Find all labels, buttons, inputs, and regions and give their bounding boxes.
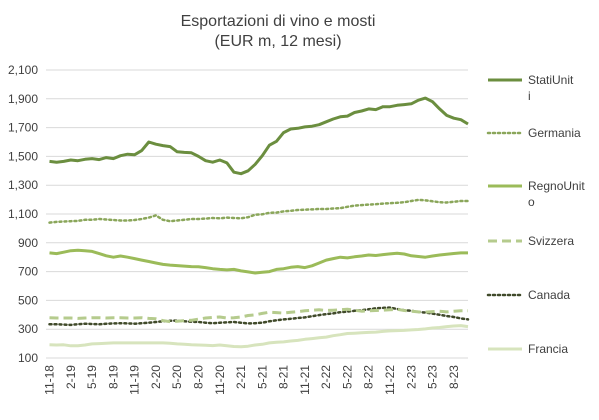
x-tick-label: 8-23 xyxy=(447,365,461,389)
x-tick-label: 5-22 xyxy=(340,365,354,389)
y-tick-label: 1,900 xyxy=(8,92,38,106)
y-tick-label: 300 xyxy=(18,322,38,336)
y-tick-label: 100 xyxy=(18,351,38,365)
y-axis-tick-labels: 100 300 500 700 900 1,100 1,300 1,500 1,700 1,900… xyxy=(8,63,38,365)
x-tick-label: 8-22 xyxy=(362,365,376,389)
y-tick-label: 1,700 xyxy=(8,121,38,135)
y-tick-label: 500 xyxy=(18,293,38,307)
y-tick-label: 1,300 xyxy=(8,178,38,192)
y-tick-label: 900 xyxy=(18,236,38,250)
y-tick-label: 2,100 xyxy=(8,63,38,77)
chart-title-line: (EUR m, 12 mesi) xyxy=(214,33,341,50)
x-tick-label: 2-20 xyxy=(149,365,163,389)
x-tick-label: 11-19 xyxy=(128,365,142,395)
x-tick-label: 8-19 xyxy=(106,365,120,389)
x-tick-label: 11-20 xyxy=(213,365,227,395)
y-tick-label: 1,500 xyxy=(8,149,38,163)
x-tick-label: 5-23 xyxy=(426,365,440,389)
y-tick-label: 700 xyxy=(18,265,38,279)
legend: StatiUnit i Germania RegnoUnit o Svizzera Cana… xyxy=(486,73,585,356)
legend-label: StatiUnit i xyxy=(528,73,574,103)
x-tick-label: 2-21 xyxy=(234,365,248,389)
legend-label: Francia xyxy=(528,342,568,356)
legend-label: Svizzera xyxy=(528,234,574,248)
chart-title-line: Esportazioni di vino e mosti xyxy=(181,13,376,30)
x-tick-label: 2-22 xyxy=(319,365,333,389)
x-tick-label: 8-21 xyxy=(277,365,291,389)
series-lines xyxy=(48,96,470,349)
x-tick-label: 8-20 xyxy=(191,365,205,389)
series-line-regnounito xyxy=(49,248,468,275)
x-tick-label: 5-20 xyxy=(170,365,184,389)
legend-label: Canada xyxy=(528,288,570,302)
x-tick-label: 5-21 xyxy=(255,365,269,389)
series-line-svizzera xyxy=(49,307,468,324)
x-tick-label: 11-22 xyxy=(383,365,397,395)
y-tick-label: 1,100 xyxy=(8,207,38,221)
x-tick-label: 11-21 xyxy=(298,365,312,395)
chart-title: Esportazioni di vino e mosti (EUR m, 12 m… xyxy=(181,13,376,50)
series-line-statiuniti xyxy=(49,96,469,176)
x-tick-label: 11-18 xyxy=(43,365,57,395)
x-tick-label: 2-23 xyxy=(404,365,418,389)
x-tick-label: 5-19 xyxy=(85,365,99,389)
legend-label: Germania xyxy=(528,126,581,140)
x-tick-label: 2-19 xyxy=(64,365,78,389)
x-axis-tick-labels: 11-18 2-19 5-19 8-19 11-19 2-20 5-20 8-20 11-20 2… xyxy=(43,365,461,395)
series-line-francia xyxy=(49,324,469,349)
series-line-germania xyxy=(48,198,470,224)
legend-label: RegnoUnit o xyxy=(528,179,585,209)
